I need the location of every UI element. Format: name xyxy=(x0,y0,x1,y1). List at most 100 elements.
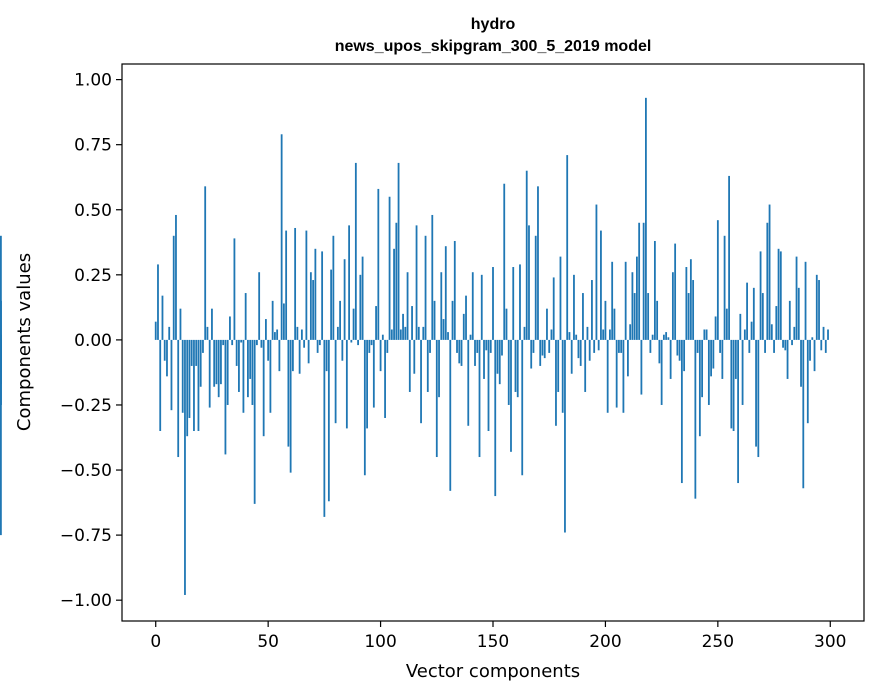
bar-113 xyxy=(408,339,411,392)
bar-52 xyxy=(271,300,274,340)
bar-161 xyxy=(516,339,519,398)
bar-0 xyxy=(154,321,157,340)
bar-139 xyxy=(467,339,470,426)
bar-262 xyxy=(743,329,746,340)
bar-241 xyxy=(696,339,699,353)
bar-73 xyxy=(318,339,321,346)
bar-166 xyxy=(528,225,530,340)
bar-1 xyxy=(157,264,159,340)
bar-269 xyxy=(759,251,762,340)
bar-232 xyxy=(676,339,679,356)
bar-66 xyxy=(303,339,306,348)
bar-41 xyxy=(247,339,249,398)
bar-54 xyxy=(276,329,279,340)
bar-undefined xyxy=(0,235,2,340)
bar-239 xyxy=(692,280,695,340)
y-tick-label: −0.50 xyxy=(60,461,112,481)
bar-127 xyxy=(440,272,443,340)
bar-51 xyxy=(269,339,272,413)
bar-126 xyxy=(438,339,440,398)
bar-185 xyxy=(570,339,573,374)
bar-150 xyxy=(492,267,494,340)
bar-77 xyxy=(327,339,330,502)
bar-194 xyxy=(591,280,593,340)
bar-159 xyxy=(512,267,515,340)
bar-165 xyxy=(525,170,528,340)
bar-247 xyxy=(710,339,712,377)
bar-233 xyxy=(678,339,681,361)
chart-subtitle: news_upos_skipgram_300_5_2019 model xyxy=(335,38,652,55)
bar-198 xyxy=(600,230,602,340)
bar-89 xyxy=(354,162,357,340)
bar-191 xyxy=(584,339,587,392)
bar-184 xyxy=(568,332,571,340)
bar-192 xyxy=(586,326,589,340)
bar-145 xyxy=(480,274,483,340)
bar-274 xyxy=(770,324,773,340)
bar-97 xyxy=(372,339,375,408)
bar-195 xyxy=(593,339,596,353)
bar-254 xyxy=(725,308,728,340)
bar-43 xyxy=(251,339,254,405)
bar-243 xyxy=(701,339,704,398)
bar-253 xyxy=(723,235,726,340)
bar-263 xyxy=(746,282,748,340)
bar-107 xyxy=(395,222,398,340)
bar-296 xyxy=(820,339,823,351)
bar-141 xyxy=(471,272,474,340)
bar-99 xyxy=(377,188,380,340)
bar-265 xyxy=(750,321,753,340)
bar-108 xyxy=(397,162,400,340)
bar-48 xyxy=(262,339,265,437)
bar-189 xyxy=(579,339,582,366)
y-tick-label: −1.00 xyxy=(60,591,112,611)
bar-207 xyxy=(620,339,623,353)
bar-255 xyxy=(728,175,730,340)
bar-124 xyxy=(433,300,436,340)
y-tick-label: 0.50 xyxy=(74,201,112,221)
bar-210 xyxy=(627,339,629,377)
bar-291 xyxy=(809,339,811,361)
bar-178 xyxy=(555,339,557,426)
bar-72 xyxy=(316,339,319,353)
bar-24 xyxy=(208,339,211,408)
bar-182 xyxy=(564,339,566,533)
bar-236 xyxy=(685,267,688,340)
bar-3 xyxy=(161,295,164,340)
bar-131 xyxy=(449,339,452,491)
bar-37 xyxy=(238,339,240,392)
bar-15 xyxy=(188,339,191,418)
bar-229 xyxy=(669,339,672,379)
bar-199 xyxy=(602,329,605,340)
bar-34 xyxy=(231,339,234,346)
bar-94 xyxy=(366,339,368,429)
bar-63 xyxy=(296,326,299,340)
bar-96 xyxy=(370,339,373,346)
bar-40 xyxy=(244,293,247,340)
bar-266 xyxy=(752,287,755,340)
bar-216 xyxy=(640,339,643,395)
bar-153 xyxy=(498,339,501,385)
bar-249 xyxy=(714,316,717,340)
bar-169 xyxy=(534,235,537,340)
bar-286 xyxy=(797,287,800,340)
bar-188 xyxy=(577,339,580,359)
bar-143 xyxy=(476,339,479,353)
bar-147 xyxy=(485,339,488,351)
bar-259 xyxy=(737,339,739,484)
plot-frame xyxy=(121,63,865,622)
bar-136 xyxy=(460,339,463,366)
bar-57 xyxy=(282,303,285,340)
bar-180 xyxy=(559,256,562,340)
bar-79 xyxy=(332,235,335,340)
bar-164 xyxy=(523,326,526,340)
bar-65 xyxy=(300,329,303,340)
bar-277 xyxy=(777,248,780,340)
bar-128 xyxy=(442,319,445,340)
bar-270 xyxy=(761,293,764,340)
bar-11 xyxy=(179,308,182,340)
bar-281 xyxy=(786,339,789,379)
bar-91 xyxy=(359,274,362,340)
y-tick-label: 0.00 xyxy=(74,331,112,351)
y-axis-label: Components values xyxy=(14,253,35,431)
